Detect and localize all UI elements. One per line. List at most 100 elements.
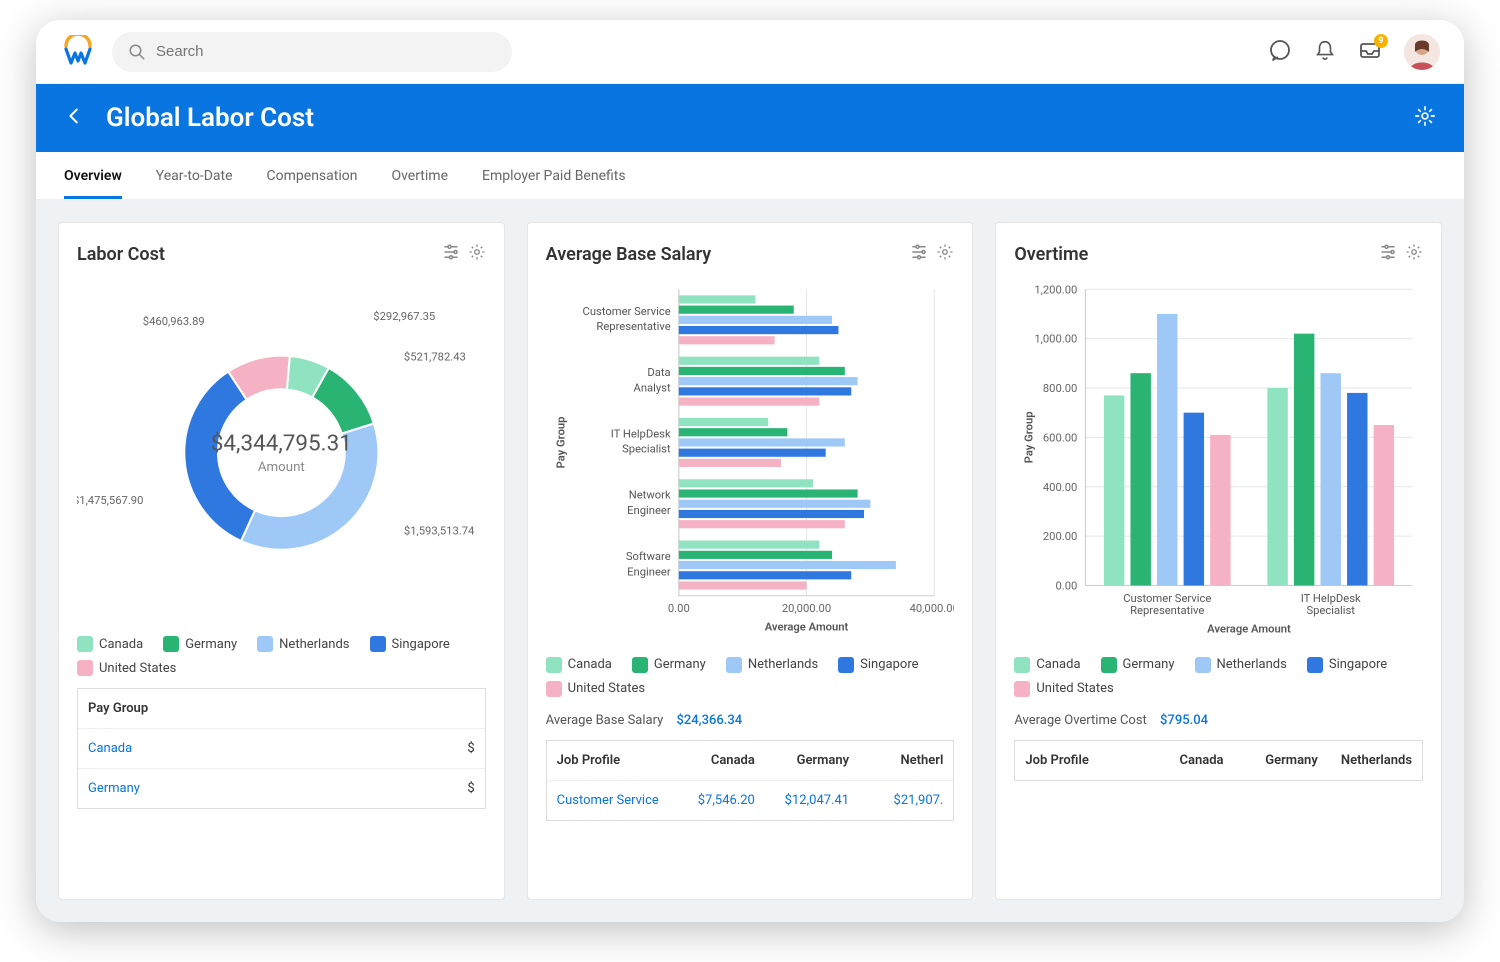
- inbox-icon[interactable]: 9: [1358, 38, 1382, 66]
- svg-text:Average Amount: Average Amount: [1208, 622, 1292, 635]
- svg-text:1,000.00: 1,000.00: [1035, 333, 1078, 346]
- legend-item[interactable]: United States: [77, 660, 176, 676]
- svg-text:Pay Group: Pay Group: [554, 417, 567, 469]
- legend-item[interactable]: Canada: [546, 657, 612, 673]
- tab-compensation[interactable]: Compensation: [267, 152, 358, 199]
- legend-item[interactable]: Singapore: [1307, 657, 1387, 673]
- table-header: Job Profile: [1015, 741, 1139, 780]
- page-title: Global Labor Cost: [106, 103, 314, 133]
- table-header: Netherlands: [1328, 741, 1422, 780]
- avatar[interactable]: [1404, 34, 1440, 70]
- gear-icon[interactable]: [936, 243, 954, 265]
- svg-text:Software: Software: [626, 550, 671, 563]
- svg-text:$521,782.43: $521,782.43: [404, 351, 466, 364]
- overtime-table: Job ProfileCanadaGermanyNetherlands: [1014, 740, 1423, 781]
- salary-table: Job ProfileCanadaGermanyNetherl Customer…: [546, 740, 955, 821]
- search-box[interactable]: [112, 32, 512, 72]
- gear-icon[interactable]: [1405, 243, 1423, 265]
- svg-text:$292,967.35: $292,967.35: [373, 310, 435, 323]
- summary-value: $24,366.34: [677, 713, 743, 728]
- svg-text:0.00: 0.00: [668, 602, 690, 615]
- workday-logo[interactable]: [60, 34, 96, 70]
- legend-item[interactable]: Netherlands: [257, 636, 349, 652]
- tab-year-to-date[interactable]: Year-to-Date: [156, 152, 233, 199]
- svg-text:Data: Data: [647, 366, 670, 379]
- tab-employer-paid-benefits[interactable]: Employer Paid Benefits: [482, 152, 626, 199]
- table-row[interactable]: Germany$: [78, 769, 485, 808]
- back-icon[interactable]: [64, 105, 86, 131]
- card-avg-salary: Average Base Salary 0.00 20,000.00 40,000.…: [527, 222, 974, 900]
- svg-text:800.00: 800.00: [1043, 382, 1077, 395]
- table-header: Canada: [671, 741, 765, 780]
- table-header: Germany: [765, 741, 859, 780]
- bell-icon[interactable]: [1314, 39, 1336, 65]
- svg-text:1,200.00: 1,200.00: [1035, 283, 1078, 296]
- table-header: Netherl: [859, 741, 953, 780]
- svg-text:Engineer: Engineer: [627, 565, 671, 578]
- chat-icon[interactable]: [1268, 38, 1292, 66]
- card-labor-cost: Labor Cost $292,967.35 $521,782.43 $1,593,…: [58, 222, 505, 900]
- table-header: Pay Group: [78, 689, 373, 728]
- gear-icon[interactable]: [468, 243, 486, 265]
- svg-text:IT HelpDesk: IT HelpDesk: [610, 427, 670, 440]
- tabs: Overview Year-to-Date Compensation Overtime…: [36, 152, 1464, 200]
- svg-text:Pay Group: Pay Group: [1023, 411, 1036, 463]
- summary-value: $795.04: [1160, 713, 1208, 728]
- svg-text:Customer Service: Customer Service: [1124, 592, 1212, 605]
- legend-item[interactable]: Canada: [1014, 657, 1080, 673]
- table-header: Canada: [1139, 741, 1233, 780]
- legend-item[interactable]: Germany: [1101, 657, 1175, 673]
- svg-text:Customer Service: Customer Service: [582, 305, 670, 318]
- page-header: Global Labor Cost: [36, 84, 1464, 152]
- svg-text:Engineer: Engineer: [627, 504, 671, 517]
- svg-text:Representative: Representative: [596, 320, 670, 333]
- table-header: Germany: [1234, 741, 1328, 780]
- svg-text:600.00: 600.00: [1043, 431, 1077, 444]
- card-overtime: Overtime 0.00 200.00 400.00 600.00 800.00 1,0…: [995, 222, 1442, 900]
- svg-text:0.00: 0.00: [1056, 580, 1078, 593]
- tab-overview[interactable]: Overview: [64, 152, 122, 199]
- legend-item[interactable]: Germany: [632, 657, 706, 673]
- legend-item[interactable]: United States: [546, 681, 645, 697]
- summary-label: Average Overtime Cost: [1014, 713, 1146, 728]
- card-title-salary: Average Base Salary: [546, 244, 711, 265]
- svg-text:40,000.00: 40,000.00: [909, 602, 954, 615]
- svg-text:Amount: Amount: [258, 460, 305, 475]
- legend-item[interactable]: Netherlands: [726, 657, 818, 673]
- svg-text:Analyst: Analyst: [633, 381, 670, 394]
- svg-text:$460,963.89: $460,963.89: [143, 315, 205, 328]
- topbar: 9: [36, 20, 1464, 84]
- svg-text:$1,593,513.74: $1,593,513.74: [404, 524, 475, 537]
- svg-text:Specialist: Specialist: [1307, 604, 1356, 617]
- filter-icon[interactable]: [1379, 243, 1397, 265]
- page-settings-icon[interactable]: [1414, 105, 1436, 131]
- table-header: Job Profile: [547, 741, 671, 780]
- svg-text:$4,344,795.31: $4,344,795.31: [211, 431, 352, 457]
- filter-icon[interactable]: [442, 243, 460, 265]
- tab-overtime[interactable]: Overtime: [391, 152, 448, 199]
- filter-icon[interactable]: [910, 243, 928, 265]
- svg-text:200.00: 200.00: [1043, 530, 1077, 543]
- svg-text:20,000.00: 20,000.00: [782, 602, 831, 615]
- table-row[interactable]: Customer Service$7,546.20$12,047.41$21,9…: [547, 781, 954, 820]
- legend-item[interactable]: Singapore: [838, 657, 918, 673]
- legend-item[interactable]: Germany: [163, 636, 237, 652]
- search-input[interactable]: [156, 43, 496, 60]
- legend-item[interactable]: Canada: [77, 636, 143, 652]
- svg-text:Network: Network: [628, 489, 670, 502]
- svg-text:Representative: Representative: [1130, 604, 1204, 617]
- card-title-overtime: Overtime: [1014, 244, 1088, 265]
- svg-text:400.00: 400.00: [1043, 481, 1077, 494]
- card-title-labor: Labor Cost: [77, 244, 165, 265]
- legend-item[interactable]: United States: [1014, 681, 1113, 697]
- svg-text:IT HelpDesk: IT HelpDesk: [1301, 592, 1361, 605]
- legend-item[interactable]: Singapore: [370, 636, 450, 652]
- summary-label: Average Base Salary: [546, 713, 664, 728]
- svg-text:Average Amount: Average Amount: [764, 620, 848, 633]
- search-icon: [128, 43, 146, 61]
- labor-cost-table: Pay Group Canada$Germany$: [77, 688, 486, 809]
- legend-item[interactable]: Netherlands: [1195, 657, 1287, 673]
- svg-text:$1,475,567.90: $1,475,567.90: [77, 494, 143, 507]
- svg-text:Specialist: Specialist: [622, 443, 671, 456]
- table-row[interactable]: Canada$: [78, 729, 485, 769]
